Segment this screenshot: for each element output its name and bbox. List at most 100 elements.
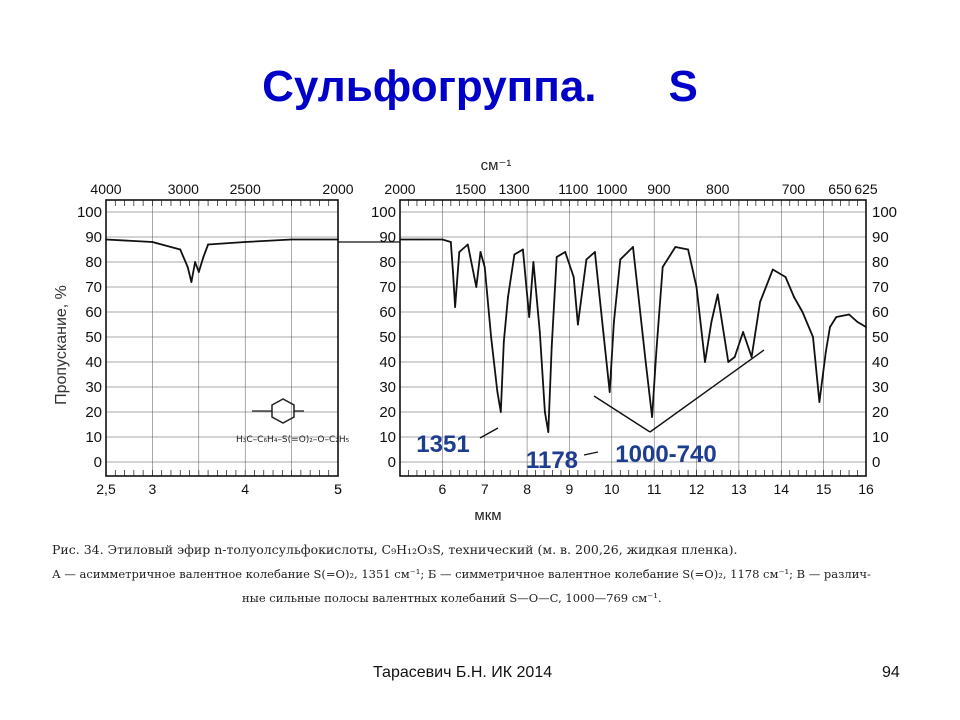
data-point — [710, 321, 713, 323]
y-tick-label: 80 — [85, 254, 102, 271]
caption-line-2: А — асимметричное валентное колебание S(… — [52, 567, 871, 581]
data-point — [499, 411, 502, 413]
wavenumber-tick-label: 900 — [647, 181, 671, 197]
micron-tick-label: 16 — [858, 481, 874, 497]
wavenumber-tick-label: 3000 — [168, 181, 199, 197]
y-tick-label: 90 — [872, 229, 889, 246]
data-point — [727, 361, 730, 363]
data-point — [848, 313, 850, 316]
data-point — [449, 241, 452, 243]
data-point — [651, 416, 653, 418]
y-tick-label: 90 — [379, 229, 396, 246]
y-tick-label: 40 — [85, 354, 102, 371]
y-tick-label: 80 — [379, 254, 396, 271]
y-tick-label: 0 — [872, 454, 880, 471]
footer-author: Тарасевич Б.Н. ИК 2014 — [373, 664, 553, 681]
y-axis-label: Пропускание, % — [53, 285, 70, 405]
micron-tick-label: 10 — [604, 481, 620, 497]
data-point — [632, 246, 634, 248]
series-line-left — [105, 238, 338, 283]
data-point — [856, 321, 859, 323]
molecule-structure: H₃C–C₆H₄–S(=O)₂–O–C₂H₅ — [236, 398, 350, 445]
wavenumber-tick-label: 4000 — [90, 181, 121, 197]
data-point — [801, 311, 804, 313]
wavenumber-tick-label: 800 — [706, 181, 730, 197]
data-point — [742, 331, 745, 333]
y-tick-label: 0 — [94, 454, 102, 471]
micron-tick-label: 14 — [773, 481, 789, 497]
axis-ticks — [105, 200, 867, 476]
data-point — [704, 361, 706, 363]
data-point — [290, 238, 293, 241]
wavenumber-tick-label: 1100 — [558, 181, 588, 197]
series-line-right — [400, 238, 867, 433]
data-point — [865, 326, 867, 328]
data-point — [151, 241, 154, 243]
y-tick-label: 20 — [872, 404, 889, 421]
data-point — [695, 286, 698, 288]
y-tick-label: 10 — [379, 429, 396, 446]
data-point — [502, 341, 505, 343]
data-point — [547, 431, 550, 433]
y-tick-label: 100 — [371, 204, 396, 221]
x-axis-label-top: см⁻¹ — [481, 157, 512, 174]
micron-tick-label: 8 — [523, 481, 531, 497]
chart-frames — [105, 199, 867, 477]
data-point — [337, 238, 339, 241]
y-tick-label: 60 — [85, 304, 102, 321]
data-point — [202, 256, 205, 258]
data-point — [793, 296, 795, 298]
left-panel-frame — [105, 199, 339, 477]
wavenumber-tick-label: 650 — [828, 181, 852, 197]
data-point — [619, 258, 622, 261]
data-point — [507, 296, 509, 298]
data-point — [207, 243, 209, 246]
data-point — [585, 258, 588, 261]
data-point — [466, 243, 469, 246]
data-point — [179, 248, 182, 251]
leader-line — [479, 427, 499, 439]
data-point — [186, 266, 189, 268]
data-point — [655, 351, 658, 353]
annotation-1178: 1178 — [526, 447, 578, 474]
data-point — [452, 271, 454, 273]
data-point — [496, 391, 499, 393]
data-point — [784, 276, 787, 278]
axis-labels: 0 0 0 10 10 10 20 20 20 30 30 30 40 40 40 50 50 50 60 60 60 7… — [77, 181, 897, 497]
slide-title: Сульфогруппа. S — [0, 62, 960, 112]
annotation-1000-740: 1000-740 — [615, 441, 716, 468]
data-point — [194, 261, 196, 263]
y-tick-label: 0 — [388, 454, 396, 471]
y-tick-label: 70 — [85, 279, 102, 296]
data-point — [644, 361, 647, 363]
wavenumber-tick-label: 625 — [854, 181, 878, 197]
wavenumber-tick-label: 2500 — [230, 181, 261, 197]
ir-spectrum-chart: 0 0 0 10 10 10 20 20 20 30 30 30 40 40 40 50 50 50 60 60 60 7… — [53, 157, 897, 524]
y-tick-label: 30 — [85, 379, 102, 396]
y-tick-label: 50 — [872, 329, 889, 346]
data-point — [750, 356, 753, 358]
y-tick-label: 20 — [85, 404, 102, 421]
wavenumber-tick-label: 1300 — [498, 181, 529, 197]
leader-line — [649, 349, 765, 433]
right-panel-frame — [399, 199, 867, 477]
data-point — [759, 301, 761, 303]
data-point — [483, 266, 486, 268]
data-point — [812, 336, 814, 338]
data-point — [602, 331, 605, 333]
micron-tick-label: 7 — [481, 481, 489, 497]
micron-tick-label: 9 — [566, 481, 574, 497]
structure-label: H₃C–C₆H₄–S(=O)₂–O–C₂H₅ — [236, 435, 350, 445]
data-point — [716, 293, 719, 296]
data-point — [674, 246, 677, 248]
data-point — [593, 251, 596, 253]
caption-line-1: Рис. 34. Этиловый эфир n-толуолсульфокис… — [52, 542, 738, 557]
leader-line — [593, 395, 651, 433]
y-tick-label: 50 — [379, 329, 396, 346]
y-tick-label: 80 — [872, 254, 889, 271]
micron-tick-label: 15 — [816, 481, 832, 497]
data-point — [608, 391, 611, 393]
data-point — [538, 331, 541, 333]
y-tick-label: 60 — [872, 304, 889, 321]
wavenumber-tick-label: 1500 — [455, 181, 486, 197]
